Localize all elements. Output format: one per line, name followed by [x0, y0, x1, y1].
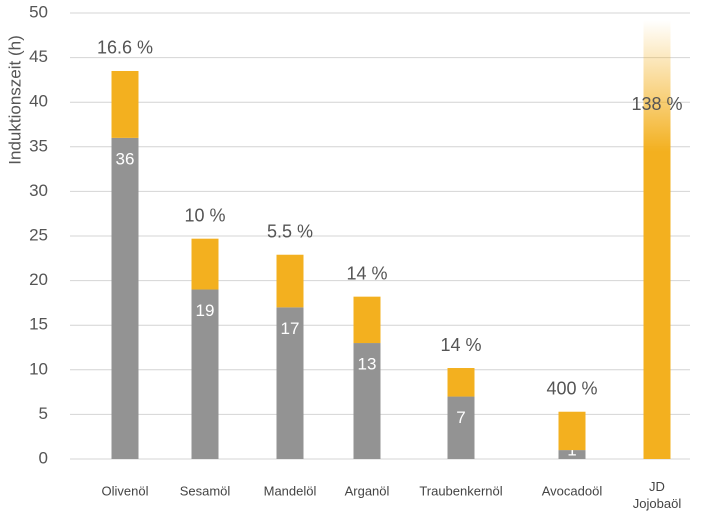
bar-segment [111, 137, 139, 459]
bar-segment [558, 411, 586, 451]
x-tick-label: Arganöl [345, 483, 390, 498]
bar-segment [447, 368, 475, 397]
bar-annotation: 14 % [346, 263, 387, 283]
x-tick-label: Olivenöl [102, 483, 149, 498]
bar-annotation: 16.6 % [97, 38, 153, 58]
bar-segment [276, 254, 304, 308]
bar-segment [353, 343, 381, 459]
bar-value-label: 36 [116, 149, 135, 168]
x-tick-label: JD Jojobaöl [633, 479, 682, 511]
bar-annotation: 5.5 % [267, 221, 313, 241]
y-tick-label: 10 [29, 359, 48, 378]
y-tick-label: 0 [39, 448, 48, 467]
bar-segment [191, 238, 219, 290]
bar-value-label: 17 [281, 319, 300, 338]
x-tick-label: Sesamöl [180, 483, 231, 498]
y-tick-label: 15 [29, 315, 48, 334]
x-tick-label: Traubenkernöl [419, 483, 502, 498]
bar-segment [643, 20, 671, 460]
y-tick-label: 35 [29, 136, 48, 155]
x-tick-label: Avocadoöl [542, 483, 603, 498]
x-tick-label-line: Jojobaöl [633, 496, 682, 511]
bar-annotation: 10 % [184, 205, 225, 225]
x-tick-label-line: JD [649, 479, 665, 494]
y-tick-label: 50 [29, 2, 48, 21]
y-tick-label: 45 [29, 47, 48, 66]
bar-segment [276, 307, 304, 459]
y-tick-label: 5 [39, 404, 48, 423]
bar-segment [111, 70, 139, 138]
y-tick-label: 20 [29, 270, 48, 289]
y-axis-label: Induktionszeit (h) [5, 35, 24, 164]
y-tick-label: 30 [29, 181, 48, 200]
y-tick-label: 25 [29, 225, 48, 244]
x-tick-label: Mandelöl [264, 483, 317, 498]
bar-annotation: 138 % [631, 94, 682, 114]
bar-annotation: 14 % [440, 335, 481, 355]
bar-value-label: 19 [196, 301, 215, 320]
bar-annotation: 400 % [546, 378, 597, 398]
bar-segment [447, 396, 475, 459]
bar-segment [353, 296, 381, 344]
bar-segment [191, 289, 219, 459]
bar-value-label: 7 [456, 408, 465, 427]
bar-value-label: 13 [358, 355, 377, 374]
y-tick-label: 40 [29, 92, 48, 111]
bar-segment [558, 450, 586, 459]
